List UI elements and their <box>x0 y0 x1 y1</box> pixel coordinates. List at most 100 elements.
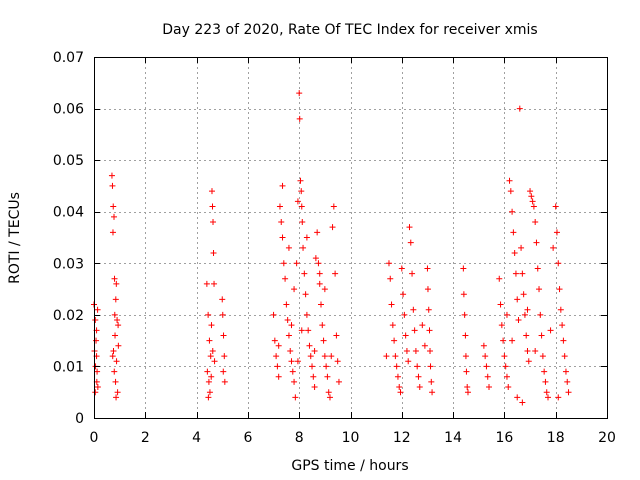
data-point <box>110 347 117 354</box>
x-tick-label: 20 <box>598 430 616 446</box>
data-point <box>307 353 314 360</box>
data-point <box>461 311 468 318</box>
data-point <box>291 378 298 385</box>
data-point <box>297 177 304 184</box>
data-point <box>425 306 432 313</box>
data-point <box>412 347 419 354</box>
data-point <box>460 291 467 298</box>
data-point <box>94 384 101 391</box>
data-point <box>407 239 414 246</box>
data-point <box>484 373 491 380</box>
data-point <box>328 353 335 360</box>
data-point <box>520 291 527 298</box>
data-point <box>206 389 213 396</box>
data-point <box>516 105 523 112</box>
y-tick-label: 0 <box>75 411 84 427</box>
data-point <box>115 342 122 349</box>
data-point <box>411 327 418 334</box>
data-point <box>298 188 305 195</box>
data-point <box>560 337 567 344</box>
y-axis-ticks: 0 0.01 0.02 0.03 0.04 0.05 0.06 0.07 <box>53 50 607 427</box>
data-point <box>333 332 340 339</box>
data-point <box>388 301 395 308</box>
data-point <box>94 306 101 313</box>
data-point <box>205 311 212 318</box>
data-point <box>316 270 323 277</box>
data-point <box>114 317 121 324</box>
data-point <box>561 353 568 360</box>
data-point <box>498 322 505 329</box>
x-tick-label: 18 <box>547 430 565 446</box>
data-point <box>524 347 531 354</box>
data-point <box>108 172 115 179</box>
data-point <box>291 286 298 293</box>
data-point <box>428 378 435 385</box>
data-point <box>486 384 493 391</box>
y-tick-label: 0.03 <box>53 256 84 272</box>
data-point <box>424 265 431 272</box>
data-point <box>523 332 530 339</box>
data-point <box>534 265 541 272</box>
data-point <box>542 378 549 385</box>
data-point <box>318 301 325 308</box>
data-point <box>294 358 301 365</box>
data-point <box>287 347 294 354</box>
data-point <box>279 234 286 241</box>
data-point <box>402 332 409 339</box>
data-point <box>405 358 412 365</box>
data-point <box>393 363 400 370</box>
data-point <box>536 286 543 293</box>
data-point <box>321 286 328 293</box>
data-point <box>524 306 531 313</box>
data-point <box>424 286 431 293</box>
x-tick-label: 6 <box>243 430 252 446</box>
data-point <box>525 358 532 365</box>
data-point <box>306 342 313 349</box>
data-point <box>332 270 339 277</box>
data-point <box>556 286 563 293</box>
data-point <box>550 244 557 251</box>
data-point <box>113 394 120 401</box>
data-point <box>409 270 416 277</box>
x-tick-label: 16 <box>495 430 513 446</box>
data-point <box>512 270 519 277</box>
data-point <box>94 368 101 375</box>
data-point <box>275 373 282 380</box>
data-point <box>391 337 398 344</box>
data-point <box>271 337 278 344</box>
data-point <box>320 337 327 344</box>
data-point <box>506 177 513 184</box>
data-point <box>112 296 119 303</box>
data-point <box>543 389 550 396</box>
data-point <box>462 332 469 339</box>
data-point <box>111 368 118 375</box>
data-point <box>111 275 118 282</box>
data-point <box>314 229 321 236</box>
data-point <box>383 353 390 360</box>
data-point <box>208 188 215 195</box>
data-point <box>309 363 316 370</box>
data-point <box>205 378 212 385</box>
data-point <box>427 363 434 370</box>
data-point <box>505 384 512 391</box>
data-point <box>501 353 508 360</box>
data-point <box>392 353 399 360</box>
data-point <box>92 389 99 396</box>
data-point <box>324 373 331 380</box>
data-point <box>294 198 301 205</box>
data-point <box>278 219 285 226</box>
data-point <box>208 373 215 380</box>
data-point <box>109 353 116 360</box>
data-point <box>464 384 471 391</box>
data-point <box>537 311 544 318</box>
data-point <box>221 378 228 385</box>
data-point <box>557 306 564 313</box>
data-point <box>289 368 296 375</box>
data-point <box>334 358 341 365</box>
data-point <box>503 373 510 380</box>
data-point <box>113 280 120 287</box>
data-point <box>509 337 516 344</box>
data-point <box>311 347 318 354</box>
data-point <box>464 389 471 396</box>
